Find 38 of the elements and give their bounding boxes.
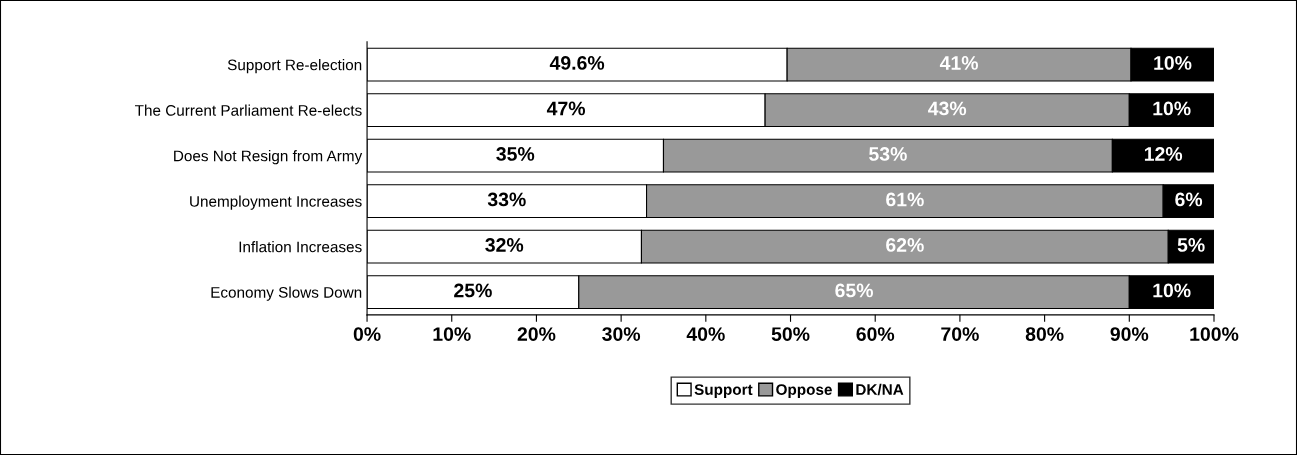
- x-tick-label: 20%: [517, 327, 556, 341]
- data-label: 33%: [487, 192, 526, 207]
- x-tick-label: 0%: [353, 327, 381, 341]
- y-tick-label: Does Not Resign from Army: [174, 150, 363, 165]
- y-tick-label: Economy Slows Down: [211, 286, 362, 301]
- data-label: 10%: [1153, 101, 1191, 116]
- data-label: 53%: [869, 147, 907, 161]
- data-label: 65%: [835, 283, 873, 298]
- data-label: 61%: [886, 192, 924, 207]
- data-label: 5%: [1177, 238, 1205, 252]
- y-tick-label: Unemployment Increases: [190, 195, 362, 210]
- x-tick-label: 60%: [856, 327, 895, 341]
- data-label: 41%: [939, 56, 979, 70]
- data-label: 25%: [454, 283, 492, 298]
- data-label: 32%: [485, 238, 524, 252]
- data-label: 49.6%: [549, 56, 605, 70]
- data-label: 6%: [1175, 192, 1203, 207]
- legend-label: DK/NA: [856, 383, 904, 396]
- data-label: 35%: [496, 147, 535, 161]
- y-tick-label: Inflation Increases: [239, 241, 362, 253]
- legend-label: Oppose: [776, 384, 832, 398]
- x-tick-label: 90%: [1110, 327, 1149, 341]
- x-tick-label: 100%: [1190, 327, 1239, 341]
- y-tick-label: Support Re-election: [227, 59, 362, 74]
- data-label: 10%: [1154, 56, 1192, 70]
- data-label: 12%: [1144, 147, 1183, 161]
- x-tick-label: 40%: [686, 327, 725, 341]
- data-label: 62%: [886, 238, 924, 252]
- x-tick-label: 30%: [602, 327, 641, 341]
- x-tick-label: 80%: [1025, 327, 1064, 341]
- y-tick-label: The Current Parliament Re-elects: [134, 104, 362, 116]
- data-label: 10%: [1153, 283, 1191, 298]
- x-tick-label: 70%: [941, 327, 979, 341]
- data-label: 47%: [546, 101, 586, 116]
- legend-label: Support: [694, 384, 753, 398]
- x-tick-label: 50%: [771, 327, 810, 341]
- data-label: 43%: [928, 101, 967, 116]
- x-tick-label: 10%: [433, 327, 471, 341]
